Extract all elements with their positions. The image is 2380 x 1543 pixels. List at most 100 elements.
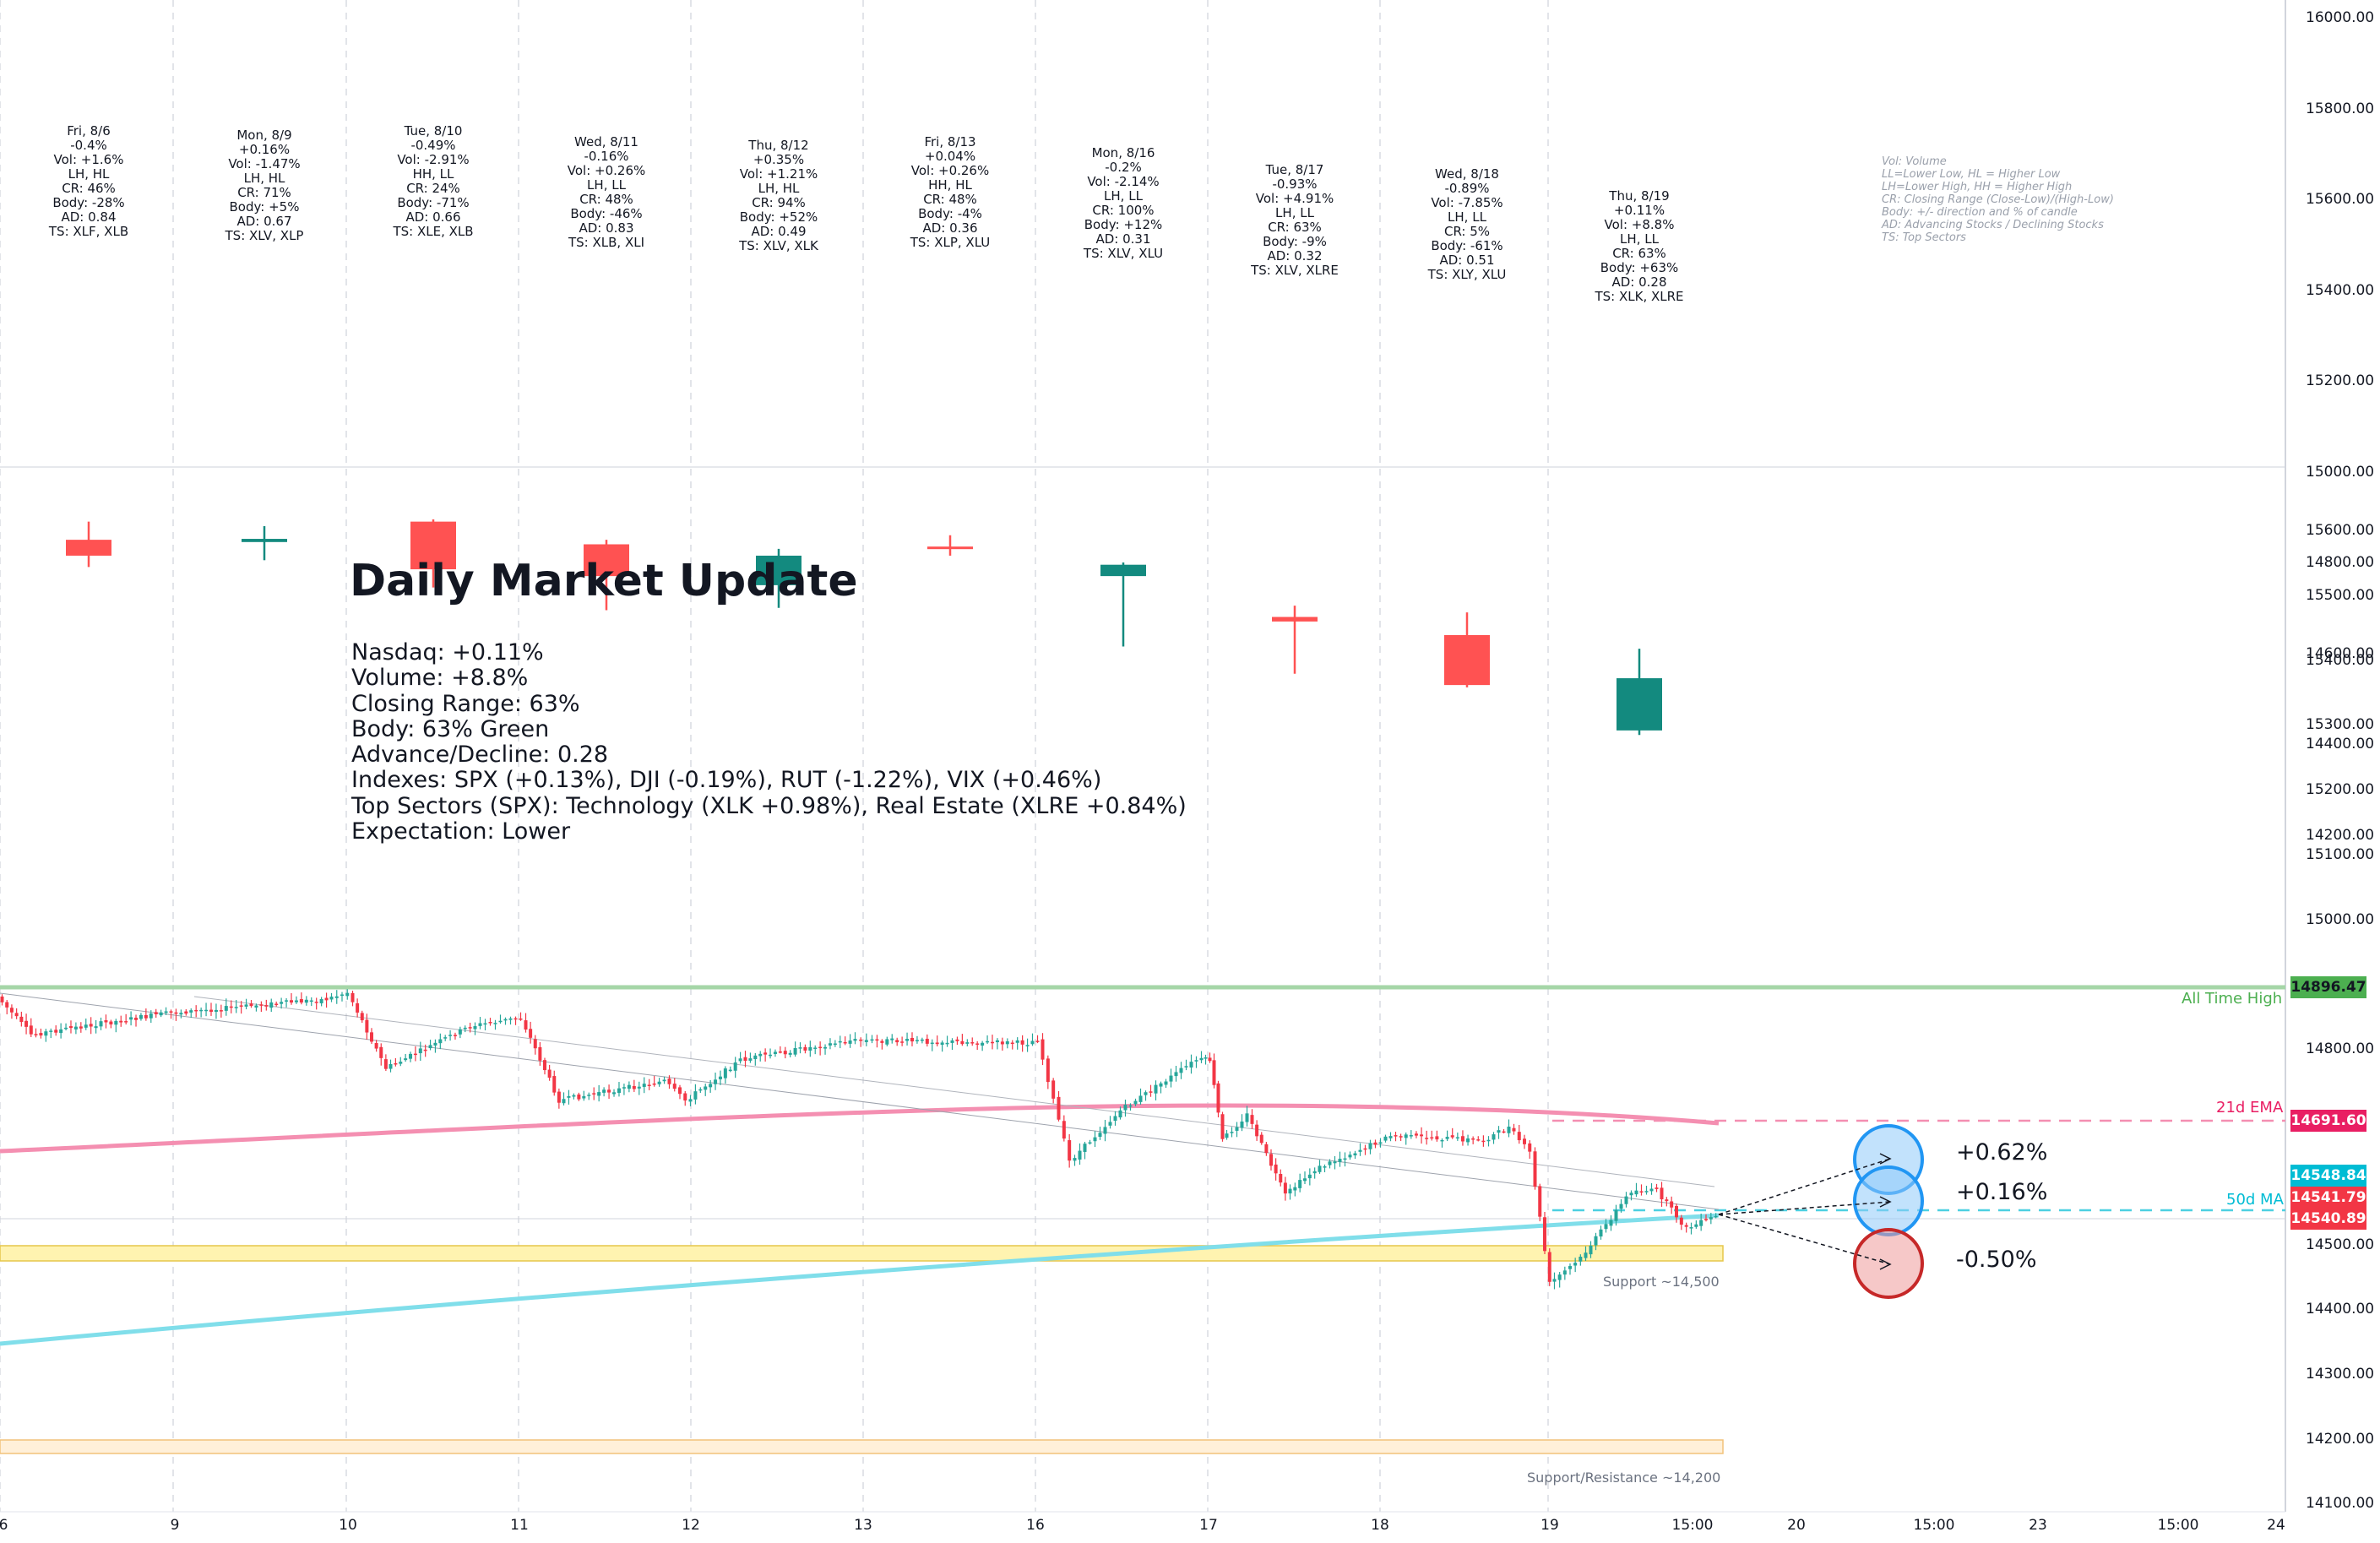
projection-arrow-1 [1718, 1201, 1891, 1215]
intraday-candle-body [748, 1058, 753, 1061]
daily-candle-body [927, 546, 973, 550]
intraday-candle-body [169, 1011, 173, 1013]
intraday-candle-body [930, 1042, 934, 1045]
intraday-candle-body [890, 1038, 894, 1040]
annotation-line: Body: -71% [397, 195, 470, 210]
intraday-candle-body [843, 1041, 847, 1044]
upper-axis-tick: 15000.00 [2306, 463, 2375, 481]
intraday-candle-body [478, 1023, 482, 1026]
intraday-candle-body [174, 1012, 178, 1014]
support-resistance-label: Support/Resistance ~14,200 [1527, 1470, 1721, 1486]
intraday-candle-body [488, 1022, 492, 1024]
intraday-candle-body [1512, 1127, 1516, 1132]
intraday-candle-body [1128, 1105, 1133, 1107]
intraday-candle-body [524, 1020, 528, 1030]
annotation-line: Vol: -1.47% [228, 156, 301, 171]
intraday-candle-body [986, 1040, 990, 1043]
intraday-candle-body [1492, 1134, 1496, 1140]
intraday-candle-body [1199, 1057, 1204, 1061]
intraday-candle-body [885, 1039, 889, 1045]
annotation-line: Body: -46% [570, 206, 643, 221]
intraday-candle-body [1481, 1140, 1486, 1143]
annotation-line: Vol: +1.6% [53, 152, 124, 167]
intraday-candle-body [299, 999, 303, 1003]
intraday-candle-body [577, 1094, 581, 1100]
intraday-candle-body [304, 999, 308, 1003]
annotation-line: Vol: -2.14% [1087, 174, 1160, 189]
intraday-candle-body [763, 1052, 768, 1055]
intraday-candle-body [1216, 1083, 1220, 1113]
intraday-candle-body [1108, 1122, 1112, 1126]
intraday-candle-body [1388, 1136, 1393, 1138]
intraday-candle-body [1303, 1178, 1307, 1182]
intraday-candle-body [1604, 1224, 1608, 1230]
annotation-line: Body: +12% [1084, 217, 1163, 232]
upper-axis-tick: 14600.00 [2306, 644, 2375, 662]
intraday-candle-body [329, 997, 334, 1000]
annotation-line: Vol: -7.85% [1431, 195, 1503, 210]
intraday-candle-body [1269, 1154, 1273, 1166]
intraday-candle-body [965, 1042, 970, 1044]
intraday-candle-body [1476, 1139, 1481, 1141]
intraday-candle-body [1440, 1139, 1444, 1142]
intraday-candle-body [438, 1039, 443, 1044]
time-axis-label: 9 [170, 1517, 180, 1534]
time-axis-label: 17 [1199, 1517, 1218, 1534]
intraday-candle-body [753, 1055, 758, 1060]
annotation-line: AD: 0.84 [61, 209, 117, 225]
intraday-candle-body [1599, 1229, 1603, 1237]
annotation-line: LH, LL [1275, 205, 1314, 220]
intraday-candle-body [1409, 1135, 1413, 1137]
annotation-line: TS: XLP, XLU [910, 235, 991, 250]
intraday-candle-body [1414, 1133, 1418, 1136]
annotation-line: LH, HL [68, 166, 110, 182]
intraday-candle-body [808, 1046, 812, 1051]
intraday-candle-body [1088, 1142, 1092, 1144]
intraday-candle-body [1323, 1166, 1327, 1168]
intraday-candle-body [370, 1032, 373, 1042]
intraday-candle-body [788, 1052, 792, 1055]
intraday-candle-body [356, 1002, 360, 1013]
intraday-candle-body [149, 1013, 153, 1019]
intraday-candle-body [587, 1095, 591, 1096]
intraday-candle-body [119, 1020, 123, 1023]
daily-candle-body [1617, 678, 1662, 731]
intraday-candle-body [1644, 1191, 1649, 1193]
intraday-candle-body [991, 1041, 994, 1044]
intraday-candle-body [1552, 1279, 1557, 1282]
lower-axis-tick: 14500.00 [2306, 1236, 2375, 1253]
projection-label-up-small: +0.16% [1956, 1179, 2048, 1205]
time-axis-label: 19 [1540, 1517, 1559, 1534]
intraday-candle-body [1208, 1057, 1212, 1062]
intraday-candle-body [1579, 1256, 1583, 1262]
intraday-candle-body [1363, 1148, 1367, 1150]
annotation-line: TS: XLV, XLU [1083, 246, 1164, 261]
intraday-candle-body [870, 1039, 874, 1041]
intraday-candle-body [538, 1046, 542, 1061]
intraday-candle-body [274, 1003, 279, 1005]
intraday-candle-body [678, 1087, 682, 1095]
annotation-line: HH, LL [412, 166, 454, 182]
intraday-candle-body [473, 1026, 477, 1030]
intraday-candle-body [1507, 1126, 1511, 1133]
intraday-candle-body [0, 996, 4, 1002]
intraday-candle-body [448, 1035, 453, 1036]
upper-axis-tick: 15400.00 [2306, 281, 2375, 299]
annotation-line: LH, LL [1448, 209, 1486, 225]
intraday-candle-body [622, 1087, 626, 1089]
time-axis-label: 16 [1026, 1517, 1045, 1534]
intraday-candle-body [900, 1041, 905, 1043]
intraday-candle-body [915, 1040, 919, 1041]
ma50-label: 50d MA [2226, 1191, 2284, 1209]
intraday-candle-body [1184, 1066, 1188, 1068]
intraday-candle-body [773, 1051, 777, 1054]
intraday-candle-body [1562, 1270, 1567, 1275]
intraday-candle-body [1430, 1137, 1434, 1139]
annotation-line: AD: 0.32 [1267, 248, 1323, 264]
intraday-candle-body [249, 1003, 253, 1007]
intraday-candle-body [803, 1046, 807, 1051]
intraday-candle-body [1274, 1164, 1278, 1174]
intraday-candle-body [443, 1037, 448, 1039]
